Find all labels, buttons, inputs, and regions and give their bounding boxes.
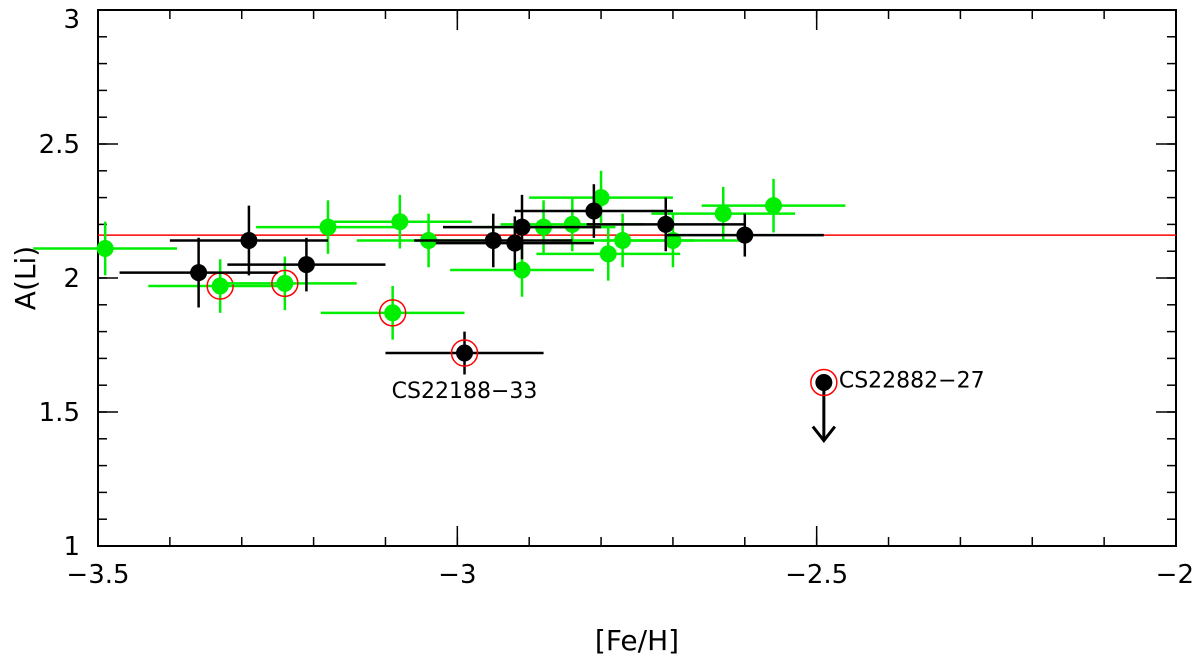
data-point [240, 231, 258, 249]
y-tick-label: 1 [63, 532, 80, 562]
annotations: CS22188−33 CS22882−27 [392, 369, 985, 405]
x-tick-label: −2.5 [785, 560, 848, 590]
y-tick-label: 1.5 [39, 398, 80, 428]
star-label: CS22188−33 [392, 379, 538, 404]
y-tick-label: 2.5 [39, 130, 80, 160]
y-axis-title: A(Li) [9, 246, 42, 310]
data-point [714, 205, 732, 223]
data-point [211, 277, 229, 295]
data-point [96, 240, 114, 258]
data-point [190, 264, 208, 282]
data-point [484, 231, 502, 249]
data-point [815, 374, 833, 392]
x-tick-label: −2 [1156, 560, 1194, 590]
data-point [391, 213, 409, 231]
green-series [33, 170, 846, 340]
star-label: CS22882−27 [839, 369, 985, 394]
data-point [513, 261, 531, 279]
y-tick-label: 2 [63, 264, 80, 294]
x-tick-label: −3 [438, 560, 476, 590]
data-point [736, 226, 754, 244]
data-point [765, 197, 783, 215]
data-point [657, 215, 675, 233]
y-tick-label: 3 [63, 5, 80, 35]
data-point [297, 256, 315, 274]
highlight-ring [450, 339, 479, 367]
axes: −3.5 −3 −2.5 −2 1 1.5 2 2.5 3 [39, 5, 1194, 590]
data-point [563, 215, 581, 233]
highlight-ring [378, 299, 407, 327]
data-point [585, 202, 603, 220]
x-axis-title: [Fe/H] [595, 624, 679, 657]
highlight-ring [271, 269, 299, 298]
data-point [599, 245, 617, 263]
data-point [513, 218, 531, 236]
data-point [456, 344, 474, 362]
data-point [592, 189, 610, 207]
highlight-ring [810, 368, 838, 397]
upper-limit-arrow-head [811, 425, 837, 443]
data-point [384, 304, 402, 322]
data-point [276, 274, 294, 292]
x-tick-label: −3.5 [66, 560, 129, 590]
black-series [119, 184, 838, 443]
plot-frame [97, 9, 1177, 547]
data-point [506, 234, 524, 252]
